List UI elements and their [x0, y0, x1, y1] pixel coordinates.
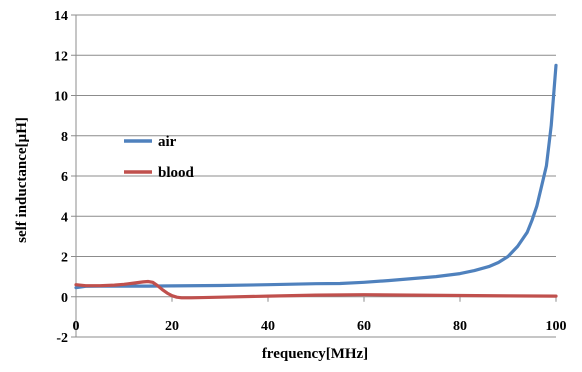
y-tick-label: -2	[56, 331, 68, 346]
y-tick-label: 6	[61, 170, 68, 185]
tick-labels: -2 0 2 4 6 8 10 12 14 0 20 40 60 80 100	[54, 9, 567, 346]
x-tick-label: 100	[546, 319, 567, 334]
x-axis-title: frequency[MHz]	[262, 346, 368, 362]
y-tick-label: 4	[61, 210, 68, 225]
y-axis-title: self inductance[µH]	[14, 117, 30, 243]
legend-label-blood: blood	[158, 165, 195, 181]
x-tick-label: 0	[73, 319, 80, 334]
series-line-blood	[74, 279, 558, 300]
y-tick-label: 10	[54, 90, 68, 105]
series-lines	[74, 63, 558, 300]
x-tick-label: 40	[261, 319, 275, 334]
y-tick-label: 14	[54, 9, 68, 24]
series-line-air	[74, 63, 558, 290]
legend: air blood	[124, 134, 195, 181]
y-tick-label: 2	[61, 251, 68, 266]
x-tick-label: 20	[165, 319, 179, 334]
x-tick-label: 80	[453, 319, 467, 334]
x-tick-label: 60	[357, 319, 371, 334]
y-tick-label: 8	[61, 130, 68, 145]
y-tick-label: 12	[54, 49, 68, 64]
grid-lines	[76, 14, 556, 338]
legend-label-air: air	[158, 134, 177, 150]
y-tick-label: 0	[61, 291, 68, 306]
